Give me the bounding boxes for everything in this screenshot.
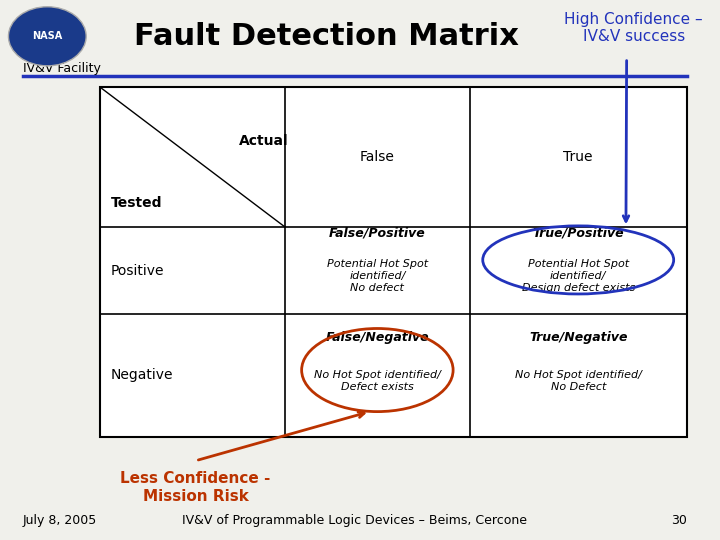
Bar — [100, 87, 687, 436]
Text: Negative: Negative — [111, 368, 174, 382]
Text: 30: 30 — [671, 514, 687, 527]
Text: Positive: Positive — [111, 264, 164, 278]
Text: True: True — [564, 150, 593, 164]
Text: Potential Hot Spot
identified/
Design defect exists: Potential Hot Spot identified/ Design de… — [521, 259, 635, 293]
Text: Fault Detection Matrix: Fault Detection Matrix — [134, 22, 519, 51]
Text: High Confidence –
IV&V success: High Confidence – IV&V success — [564, 12, 703, 44]
Text: False/Positive: False/Positive — [329, 227, 426, 240]
Text: Less Confidence -
Mission Risk: Less Confidence - Mission Risk — [120, 471, 271, 504]
Text: True/Negative: True/Negative — [529, 332, 627, 345]
Text: Tested: Tested — [111, 196, 163, 210]
Text: No Hot Spot identified/
No Defect: No Hot Spot identified/ No Defect — [515, 370, 642, 392]
Text: No Hot Spot identified/
Defect exists: No Hot Spot identified/ Defect exists — [314, 370, 441, 392]
Text: True/Positive: True/Positive — [532, 227, 624, 240]
Circle shape — [9, 7, 86, 66]
Text: IV&V of Programmable Logic Devices – Beims, Cercone: IV&V of Programmable Logic Devices – Bei… — [182, 514, 527, 527]
Text: IV&V Facility: IV&V Facility — [22, 62, 101, 75]
Text: False/Negative: False/Negative — [325, 332, 429, 345]
Text: Actual: Actual — [239, 134, 289, 148]
Text: Potential Hot Spot
identified/
No defect: Potential Hot Spot identified/ No defect — [327, 259, 428, 293]
Text: July 8, 2005: July 8, 2005 — [22, 514, 96, 527]
Text: False: False — [360, 150, 395, 164]
Text: NASA: NASA — [32, 31, 63, 41]
